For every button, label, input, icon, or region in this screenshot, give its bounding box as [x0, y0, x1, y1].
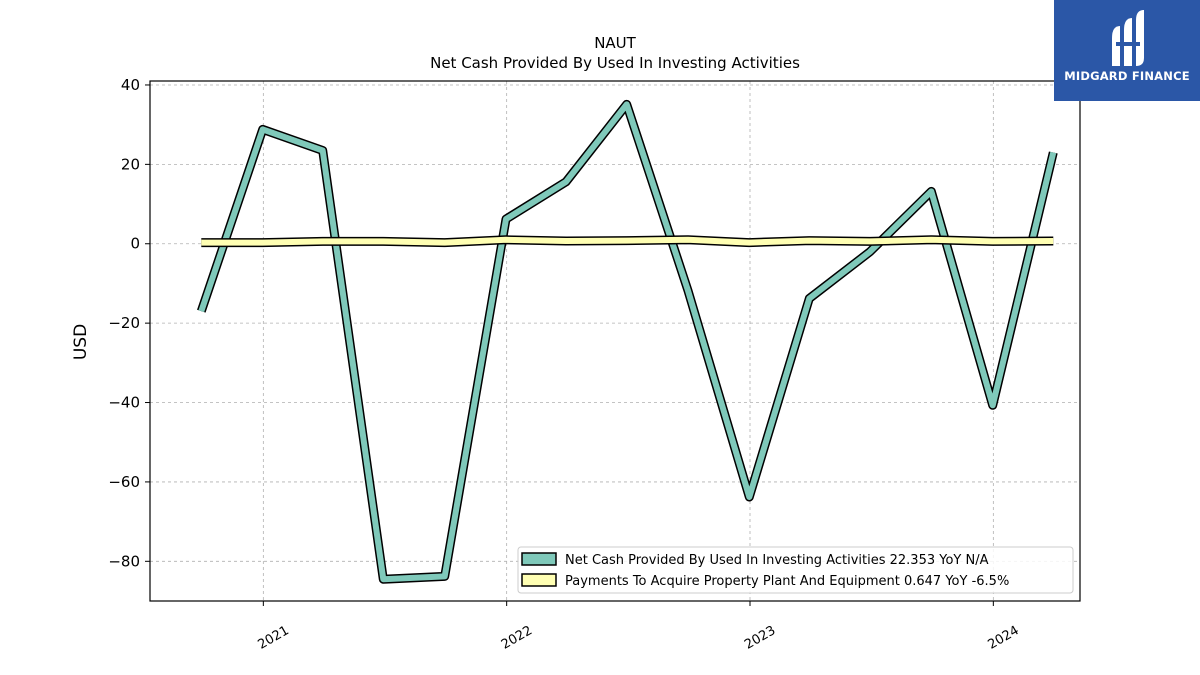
legend-label-net-cash: Net Cash Provided By Used In Investing A…: [565, 553, 989, 568]
legend-swatch-net-cash: [521, 552, 557, 566]
x-tick-label: 2023: [742, 623, 778, 653]
series-1-line: [201, 236, 1054, 246]
y-tick-label: 40: [121, 76, 140, 94]
logo-text: MIDGARD FINANCE: [1064, 69, 1190, 83]
legend-label-capex: Payments To Acquire Property Plant And E…: [565, 574, 1009, 589]
legend-box: [517, 546, 1074, 594]
y-tick-label: −20: [108, 314, 140, 332]
plot-frame: [149, 80, 1081, 602]
chart-subtitle: Net Cash Provided By Used In Investing A…: [430, 54, 800, 72]
legend-swatch-capex: [521, 573, 557, 587]
legend: Net Cash Provided By Used In Investing A…: [517, 546, 1074, 594]
chart-title: NAUT: [594, 34, 636, 52]
midgard-finance-logo: MIDGARD FINANCE: [1054, 0, 1200, 101]
midgard-logo-mark-icon: [1112, 10, 1144, 66]
grid: [150, 81, 1080, 601]
series-0-line: [198, 101, 1057, 583]
x-tick-label: 2021: [256, 623, 292, 653]
y-tick-label: −60: [108, 473, 140, 491]
y-tick-label: −80: [108, 552, 140, 570]
x-tick-label: 2022: [499, 623, 535, 653]
y-axis-label: USD: [71, 324, 91, 360]
x-tick-label: 2024: [986, 623, 1022, 653]
y-tick-label: 0: [130, 235, 140, 253]
y-tick-label: −40: [108, 394, 140, 412]
series-layer: [197, 99, 1058, 584]
y-tick-label: 20: [121, 155, 140, 173]
